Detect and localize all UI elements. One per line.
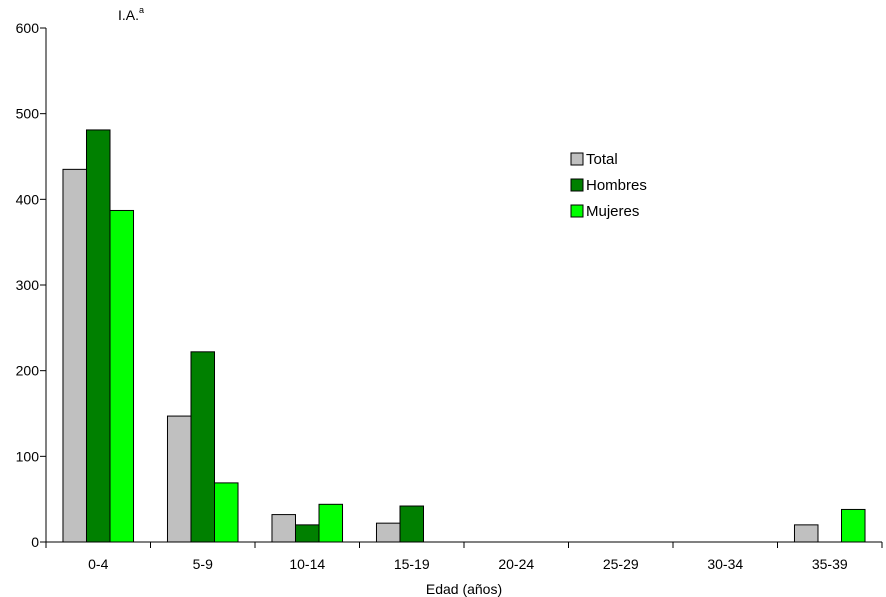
bar-total-10-14: [271, 514, 296, 543]
bar-mujeres-35-39: [841, 508, 866, 543]
y-tick-label: 400: [16, 191, 40, 207]
bars: [62, 129, 866, 543]
x-tick-label: 0-4: [88, 556, 108, 572]
legend-label-total: Total: [586, 151, 618, 168]
x-tick-label: 10-14: [289, 556, 325, 572]
y-tick-label: 300: [16, 277, 40, 293]
y-tick-label: 200: [16, 363, 40, 379]
x-tick-label: 30-34: [707, 556, 743, 572]
x-tick-label: 20-24: [498, 556, 534, 572]
x-axis-title: Edad (años): [426, 581, 502, 597]
bar-hombres-10-14: [294, 524, 320, 543]
bar-total-0-4: [62, 168, 87, 543]
y-tick-label: 0: [31, 534, 39, 550]
bar-mujeres-5-9: [214, 482, 239, 543]
x-tick-label: 25-29: [603, 556, 639, 572]
y-tick-label: 600: [16, 20, 40, 36]
y-tick-label: 100: [16, 448, 40, 464]
legend-swatch-total: [570, 152, 584, 166]
y-tick-label: 500: [16, 106, 40, 122]
bar-total-5-9: [166, 415, 192, 543]
bar-hombres-5-9: [190, 351, 216, 543]
x-tick-label: 35-39: [812, 556, 848, 572]
x-tick-label: 15-19: [394, 556, 430, 572]
y-axis-title-superscript: a: [139, 5, 144, 15]
bar-hombres-15-19: [399, 505, 425, 543]
legend: Total Hombres Mujeres: [570, 151, 647, 220]
legend-swatch-mujeres: [570, 204, 584, 218]
x-tick-label: 5-9: [193, 556, 213, 572]
y-axis-title-main: I.A.: [118, 7, 139, 23]
x-axis: 0-4 5-9 10-14 15-19 20-24 25-29 30-34 35-39: [45, 541, 883, 572]
legend-swatch-hombres: [570, 178, 584, 192]
bar-mujeres-10-14: [318, 503, 344, 543]
legend-label-mujeres: Mujeres: [586, 203, 639, 220]
bar-mujeres-0-4: [109, 209, 135, 543]
bar-total-35-39: [793, 524, 819, 543]
y-axis-title: I.A.a: [118, 5, 144, 23]
legend-label-hombres: Hombres: [586, 177, 647, 194]
bar-hombres-0-4: [85, 129, 111, 543]
y-axis: 0 100 200 300 400 500 600: [16, 20, 47, 550]
bar-total-15-19: [375, 522, 401, 543]
